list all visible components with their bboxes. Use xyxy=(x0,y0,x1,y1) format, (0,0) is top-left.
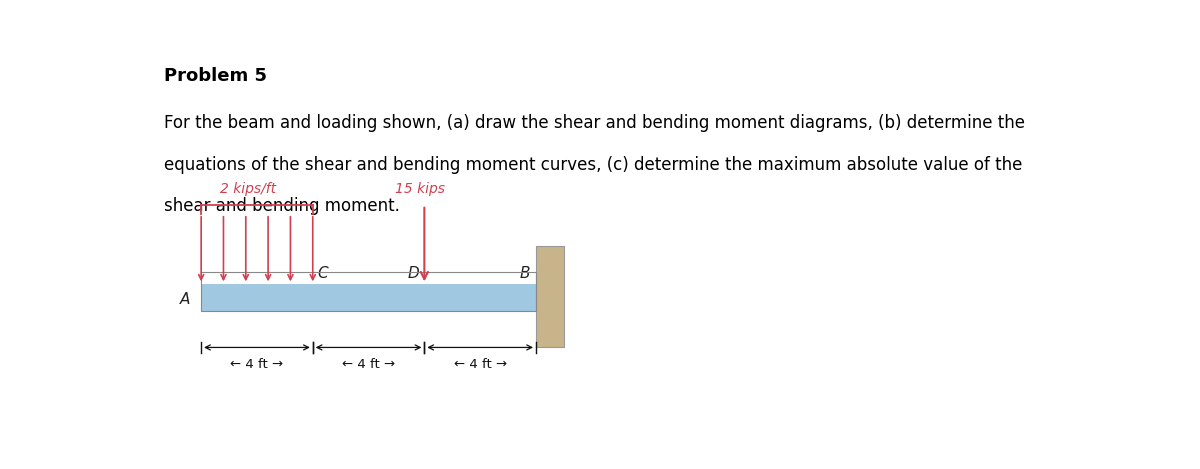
Bar xyxy=(202,284,536,296)
Text: 2 kips/ft: 2 kips/ft xyxy=(220,182,276,196)
Text: ← 4 ft →: ← 4 ft → xyxy=(230,358,283,371)
Text: ← 4 ft →: ← 4 ft → xyxy=(454,358,506,371)
Text: A: A xyxy=(180,292,190,307)
Bar xyxy=(202,284,536,311)
Bar xyxy=(536,246,564,347)
Text: ← 4 ft →: ← 4 ft → xyxy=(342,358,395,371)
Text: D: D xyxy=(408,265,420,280)
Text: Problem 5: Problem 5 xyxy=(164,67,266,85)
Bar xyxy=(202,272,536,311)
Text: For the beam and loading shown, (a) draw the shear and bending moment diagrams, : For the beam and loading shown, (a) draw… xyxy=(164,114,1025,132)
Text: C: C xyxy=(317,265,328,280)
Text: shear and bending moment.: shear and bending moment. xyxy=(164,197,400,215)
Text: B: B xyxy=(520,265,530,280)
Text: 15 kips: 15 kips xyxy=(395,182,445,196)
Text: equations of the shear and bending moment curves, (c) determine the maximum abso: equations of the shear and bending momen… xyxy=(164,156,1022,174)
